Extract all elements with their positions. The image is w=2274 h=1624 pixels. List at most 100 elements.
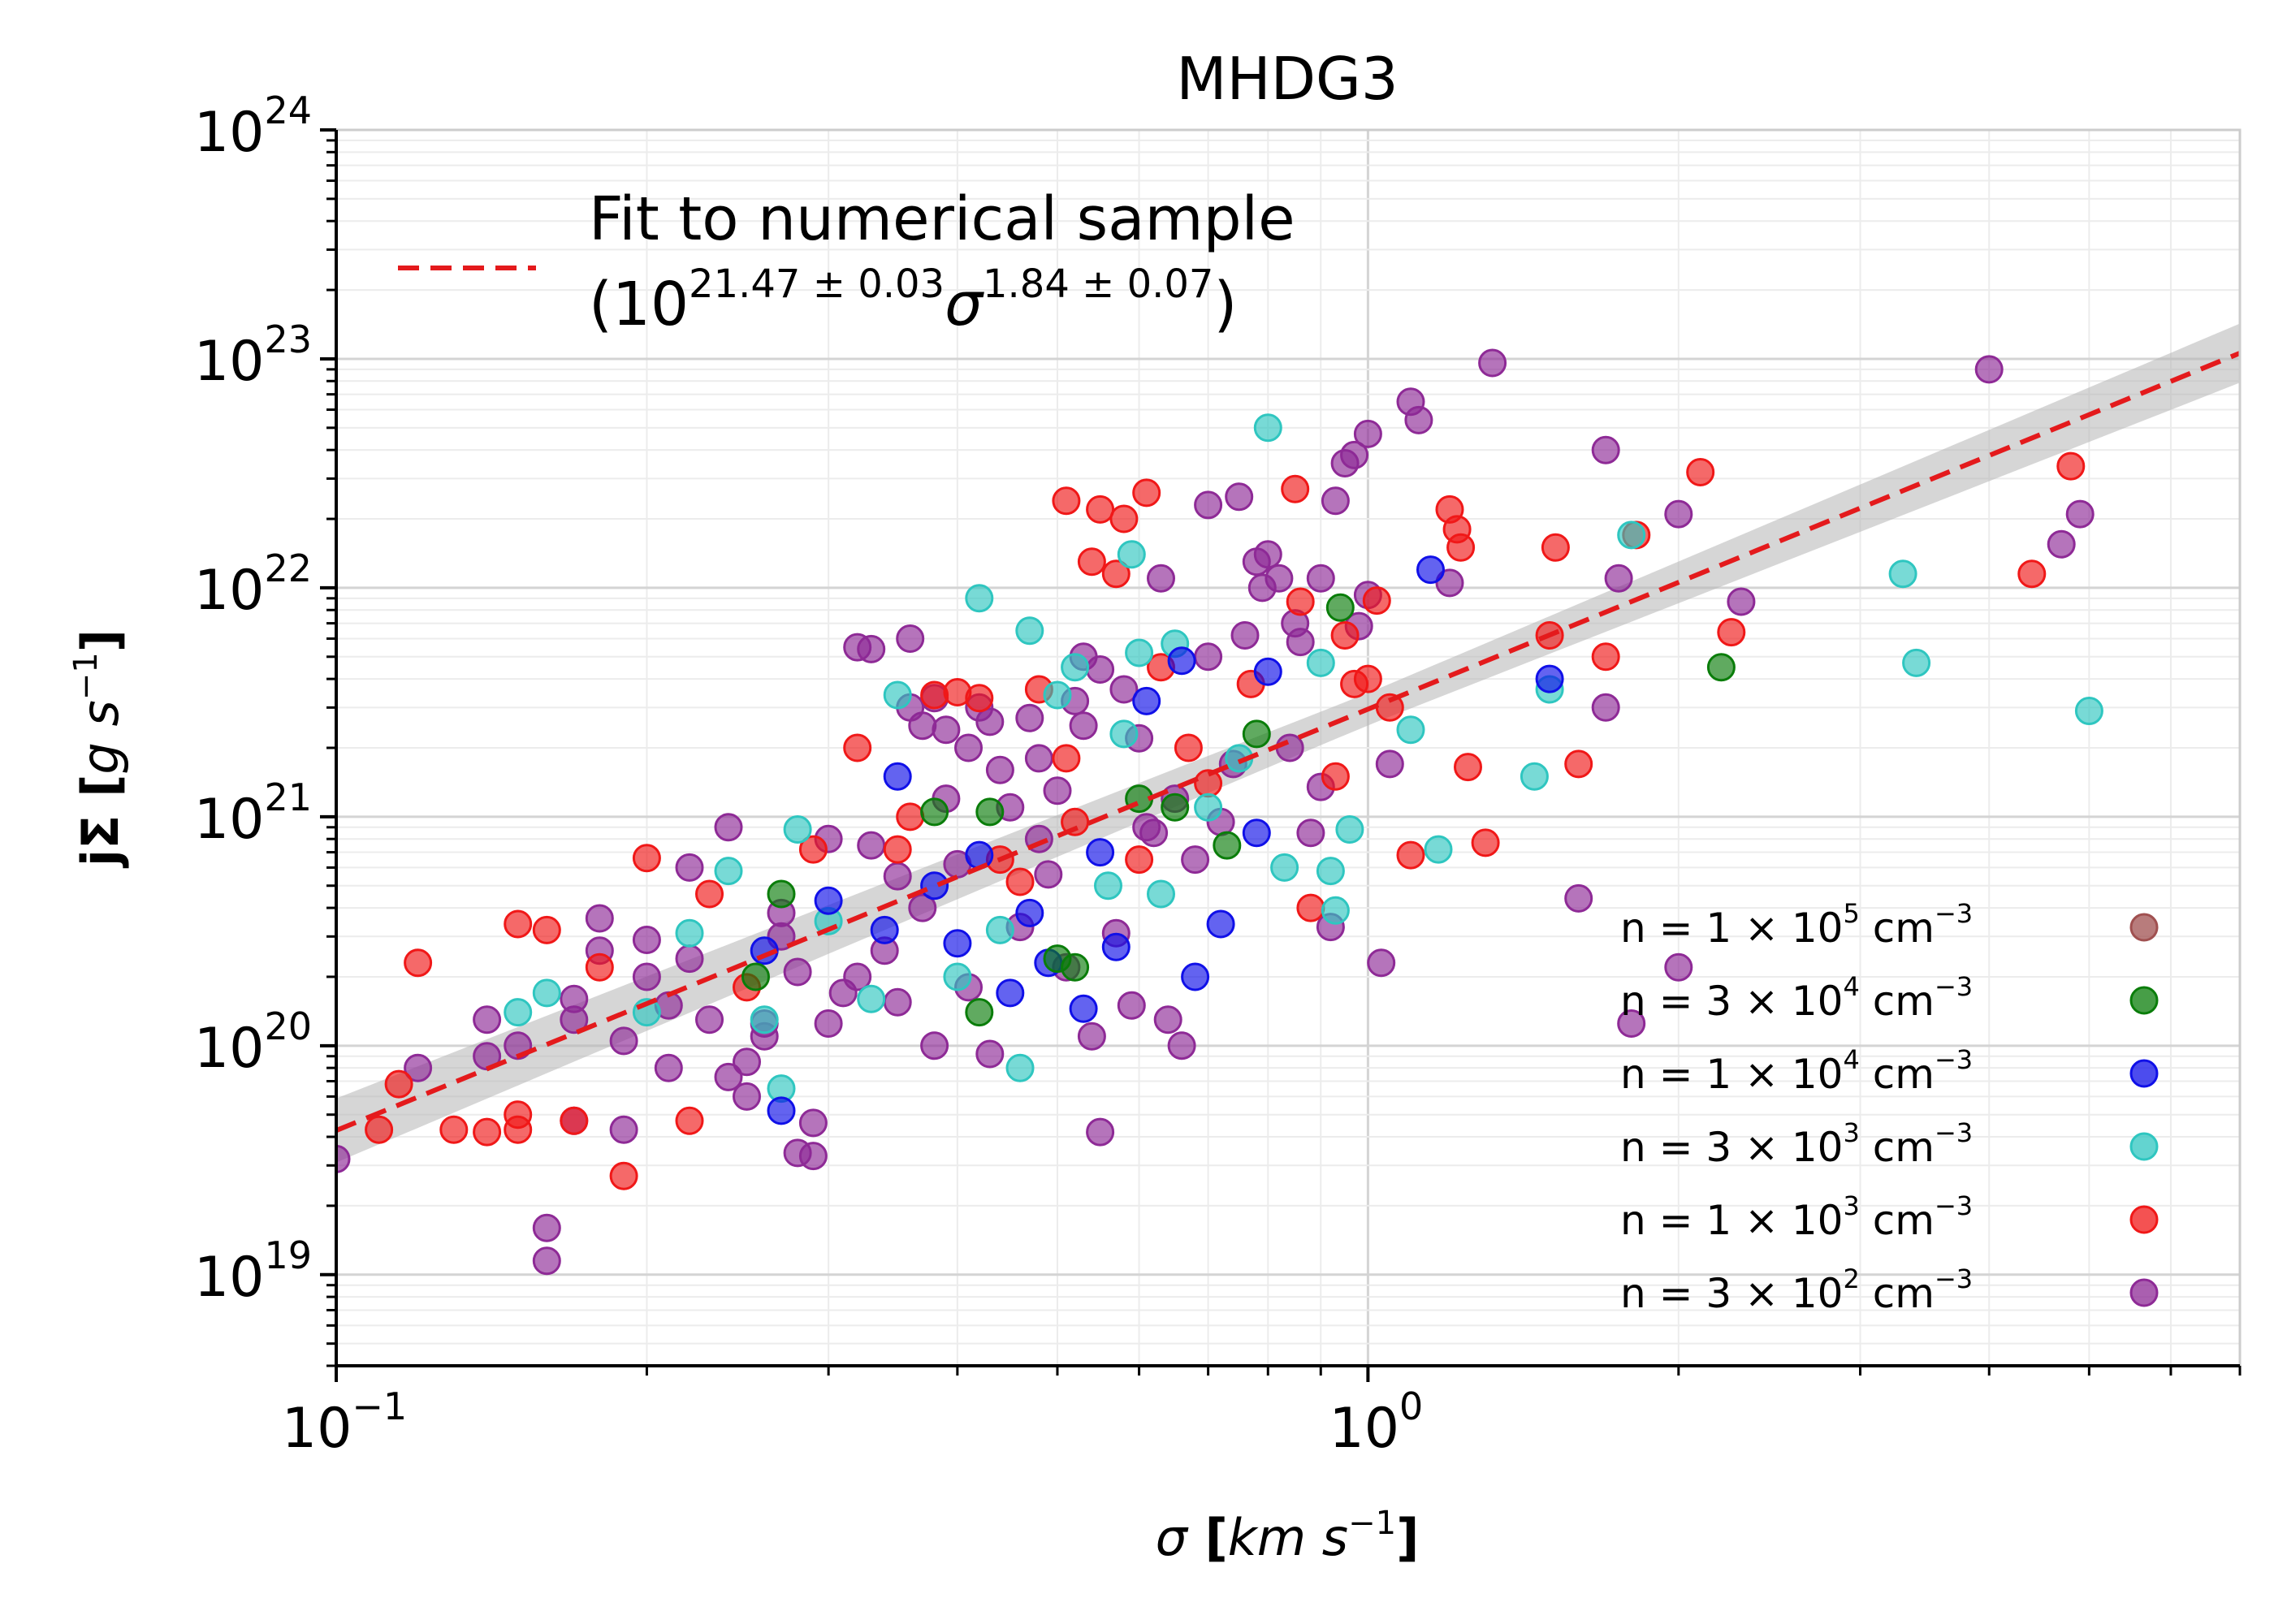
data-point — [1321, 762, 1350, 791]
data-point — [1230, 621, 1260, 650]
fit-legend: Fit to numerical sample (1021.47 ± 0.03σ… — [398, 184, 1295, 339]
data-point — [1253, 540, 1282, 569]
scatter-points — [336, 348, 2103, 1276]
data-point — [1404, 405, 1433, 434]
data-point — [814, 886, 843, 915]
data-point — [1043, 776, 1072, 806]
data-point — [2047, 529, 2076, 559]
data-point — [883, 862, 912, 891]
data-point — [1902, 648, 1931, 677]
data-point — [985, 755, 1014, 784]
data-point — [1213, 831, 1242, 860]
data-point — [404, 1053, 433, 1082]
data-point — [404, 948, 433, 978]
fit-legend-exp-a: 21.47 ± 0.03 — [689, 261, 945, 307]
data-point — [1206, 909, 1235, 939]
y-tick-label: 1023 — [194, 317, 312, 394]
data-point — [1052, 486, 1081, 516]
data-point — [1446, 533, 1476, 562]
data-point — [1094, 871, 1122, 901]
data-point — [1034, 860, 1063, 889]
data-point — [1086, 655, 1115, 684]
data-point — [996, 978, 1025, 1008]
data-point — [1125, 845, 1154, 875]
data-point — [1520, 762, 1549, 791]
data-point — [1147, 564, 1175, 593]
data-point — [1015, 703, 1044, 732]
data-point — [1454, 753, 1482, 782]
data-point — [609, 1161, 638, 1190]
data-point — [1275, 733, 1304, 762]
data-point — [932, 715, 961, 745]
data-point — [1117, 540, 1146, 569]
data-point — [1286, 628, 1315, 657]
data-point — [1015, 898, 1044, 927]
y-tick-label: 1020 — [194, 1004, 312, 1081]
data-point — [783, 957, 812, 987]
data-point — [783, 815, 812, 844]
legend-marker — [2129, 1059, 2159, 1088]
data-point — [1591, 693, 1620, 722]
data-point — [473, 1005, 502, 1034]
fit-legend-open: (10 — [589, 270, 689, 339]
data-point — [1167, 1031, 1196, 1060]
data-point — [2074, 697, 2103, 725]
data-point — [975, 1039, 1005, 1069]
data-point — [560, 1106, 589, 1135]
legend-marker — [2129, 986, 2159, 1015]
data-point — [975, 707, 1005, 736]
legend-marker — [2129, 1132, 2159, 1161]
legend-label: n = 1 × 103 cm−3 — [1620, 1190, 1973, 1244]
data-point — [943, 962, 972, 991]
data-point — [336, 1144, 351, 1173]
legend-entry: n = 3 × 102 cm−3 — [1620, 1263, 2159, 1317]
legend-entry: n = 1 × 105 cm−3 — [1620, 898, 2159, 952]
data-point — [1061, 952, 1090, 982]
data-point — [843, 962, 872, 991]
y-axis-label: jΣ [g s−1] — [67, 629, 130, 869]
data-point — [896, 624, 925, 653]
data-point — [1353, 664, 1382, 693]
data-point — [1375, 749, 1404, 779]
fit-legend-line2: (1021.47 ± 0.03σ1.84 ± 0.07) — [589, 261, 1237, 339]
data-point — [1225, 482, 1254, 512]
data-point — [1591, 435, 1620, 464]
data-point — [695, 879, 724, 909]
data-point — [1617, 1009, 1646, 1038]
data-point — [1396, 840, 1425, 870]
data-point — [1478, 348, 1507, 378]
data-point — [1125, 638, 1154, 667]
data-point — [1424, 835, 1453, 864]
data-point — [1181, 845, 1210, 875]
x-tick-label: 10−1 — [282, 1384, 407, 1461]
data-point — [1604, 564, 1633, 593]
y-tick-label: 1022 — [194, 546, 312, 623]
y-tick-label: 1024 — [194, 89, 312, 165]
data-point — [1061, 653, 1090, 682]
data-point — [609, 1026, 638, 1056]
data-point — [965, 840, 994, 870]
data-point — [675, 853, 704, 882]
legend-label: n = 3 × 103 cm−3 — [1620, 1117, 1973, 1171]
data-point — [1132, 813, 1161, 842]
data-point — [965, 998, 994, 1027]
legend-marker — [2129, 1205, 2159, 1234]
data-point — [733, 1047, 761, 1077]
data-point — [954, 733, 983, 762]
data-point — [2017, 559, 2047, 589]
data-point — [632, 844, 661, 873]
x-axis-label: σ [km s−1] — [1156, 1505, 1420, 1567]
data-point — [883, 680, 912, 710]
x-tick-label: 100 — [1329, 1384, 1423, 1461]
data-point — [1335, 815, 1364, 844]
data-point — [1069, 994, 1098, 1023]
data-point — [798, 1108, 828, 1138]
data-point — [1117, 991, 1146, 1020]
legend-entry: n = 1 × 103 cm−3 — [1620, 1190, 2159, 1244]
data-point — [1664, 499, 1693, 529]
data-point — [585, 904, 614, 933]
data-point — [1153, 1005, 1182, 1034]
data-point — [695, 1005, 724, 1034]
data-point — [843, 733, 872, 762]
axis-ticks — [320, 128, 2242, 1382]
